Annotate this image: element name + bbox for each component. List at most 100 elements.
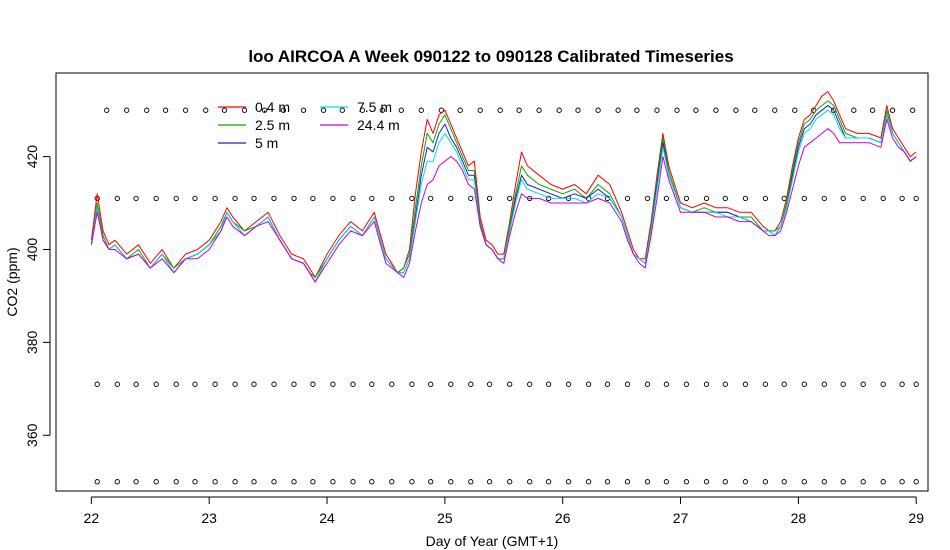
reference-marker bbox=[300, 107, 307, 113]
reference-marker bbox=[94, 381, 100, 387]
reference-marker bbox=[821, 381, 827, 387]
reference-marker bbox=[889, 107, 896, 113]
x-tick-label: 28 bbox=[791, 510, 807, 526]
reference-marker bbox=[821, 195, 827, 202]
reference-marker bbox=[114, 195, 120, 202]
reference-marker bbox=[527, 381, 533, 387]
reference-marker bbox=[545, 479, 552, 485]
reference-marker bbox=[448, 195, 454, 202]
reference-marker bbox=[369, 381, 375, 387]
reference-marker bbox=[468, 381, 474, 387]
reference-marker bbox=[899, 381, 905, 387]
reference-marker bbox=[310, 381, 316, 387]
reference-marker bbox=[752, 107, 758, 113]
reference-marker bbox=[350, 381, 356, 387]
reference-marker bbox=[674, 107, 680, 113]
reference-marker bbox=[114, 479, 120, 485]
reference-marker bbox=[527, 479, 533, 485]
reference-marker bbox=[507, 195, 513, 202]
reference-marker bbox=[713, 107, 719, 113]
reference-marker bbox=[389, 479, 395, 485]
reference-marker bbox=[379, 107, 386, 113]
y-axis-label: CO2 (ppm) bbox=[4, 247, 20, 316]
reference-marker bbox=[133, 479, 139, 485]
reference-marker bbox=[742, 195, 749, 202]
reference-marker bbox=[703, 195, 710, 202]
reference-marker bbox=[144, 107, 150, 113]
reference-marker bbox=[428, 479, 434, 485]
reference-marker bbox=[350, 479, 356, 485]
legend-label: 24.4 m bbox=[357, 117, 400, 133]
reference-marker bbox=[595, 107, 601, 113]
reference-marker bbox=[899, 479, 905, 485]
reference-marker bbox=[310, 479, 316, 485]
legend-label: 5 m bbox=[255, 135, 278, 151]
chart-title: loo AIRCOA A Week 090122 to 090128 Calib… bbox=[248, 47, 733, 66]
reference-marker bbox=[104, 107, 110, 113]
reference-marker bbox=[203, 107, 209, 113]
reference-marker bbox=[173, 381, 179, 387]
series-lines-layer bbox=[90, 91, 917, 283]
reference-marker bbox=[221, 107, 228, 113]
reference-marker bbox=[781, 479, 787, 485]
reference-marker bbox=[762, 479, 769, 485]
reference-marker bbox=[251, 381, 257, 387]
reference-marker bbox=[486, 479, 493, 485]
reference-marker bbox=[369, 195, 375, 202]
reference-marker bbox=[693, 107, 699, 113]
x-tick-label: 24 bbox=[319, 510, 335, 526]
reference-marker bbox=[880, 195, 886, 202]
reference-marker bbox=[703, 479, 710, 485]
reference-marker bbox=[624, 479, 631, 485]
reference-marker bbox=[663, 381, 670, 387]
reference-marker bbox=[913, 479, 919, 485]
reference-marker bbox=[663, 479, 670, 485]
reference-marker bbox=[409, 195, 415, 202]
reference-marker bbox=[271, 479, 277, 485]
reference-marker bbox=[153, 195, 159, 202]
reference-marker bbox=[428, 381, 434, 387]
reference-marker bbox=[880, 479, 886, 485]
reference-marker bbox=[232, 381, 238, 387]
reference-marker bbox=[291, 381, 297, 387]
legend-label: 0.4 m bbox=[255, 99, 290, 115]
x-axis: 22 23 24 25 26 27 28 29 bbox=[84, 496, 924, 526]
reference-marker bbox=[762, 195, 769, 202]
reference-marker bbox=[683, 479, 690, 485]
reference-marker bbox=[94, 479, 100, 485]
reference-marker bbox=[644, 381, 651, 387]
reference-marker bbox=[428, 195, 434, 202]
legend-label: 7.5 m bbox=[357, 99, 392, 115]
reference-marker bbox=[477, 107, 483, 113]
reference-marker bbox=[389, 195, 395, 202]
reference-marker bbox=[162, 107, 169, 113]
reference-marker bbox=[212, 479, 218, 485]
reference-marker bbox=[545, 381, 552, 387]
reference-marker bbox=[913, 195, 919, 202]
reference-marker bbox=[133, 195, 139, 202]
reference-marker bbox=[468, 479, 474, 485]
reference-marker bbox=[899, 195, 905, 202]
legend: 0.4 m 2.5 m 5 m 7.5 m 24.4 m bbox=[218, 99, 400, 151]
reference-marker bbox=[350, 195, 356, 202]
reference-marker bbox=[733, 107, 739, 113]
reference-marker bbox=[801, 195, 807, 202]
y-tick-label: 360 bbox=[24, 423, 40, 447]
reference-marker bbox=[910, 107, 916, 113]
reference-marker bbox=[722, 381, 728, 387]
reference-marker bbox=[251, 195, 257, 202]
x-tick-label: 29 bbox=[908, 510, 924, 526]
reference-marker bbox=[516, 107, 522, 113]
y-tick-label: 420 bbox=[24, 145, 40, 169]
reference-marker bbox=[339, 107, 345, 113]
x-tick-label: 22 bbox=[84, 510, 100, 526]
x-tick-label: 26 bbox=[555, 510, 571, 526]
reference-marker bbox=[683, 381, 690, 387]
reference-marker bbox=[409, 381, 415, 387]
reference-marker bbox=[663, 195, 670, 202]
reference-marker bbox=[634, 107, 640, 113]
reference-marker bbox=[448, 381, 454, 387]
reference-marker bbox=[173, 479, 179, 485]
reference-marker bbox=[536, 107, 542, 113]
